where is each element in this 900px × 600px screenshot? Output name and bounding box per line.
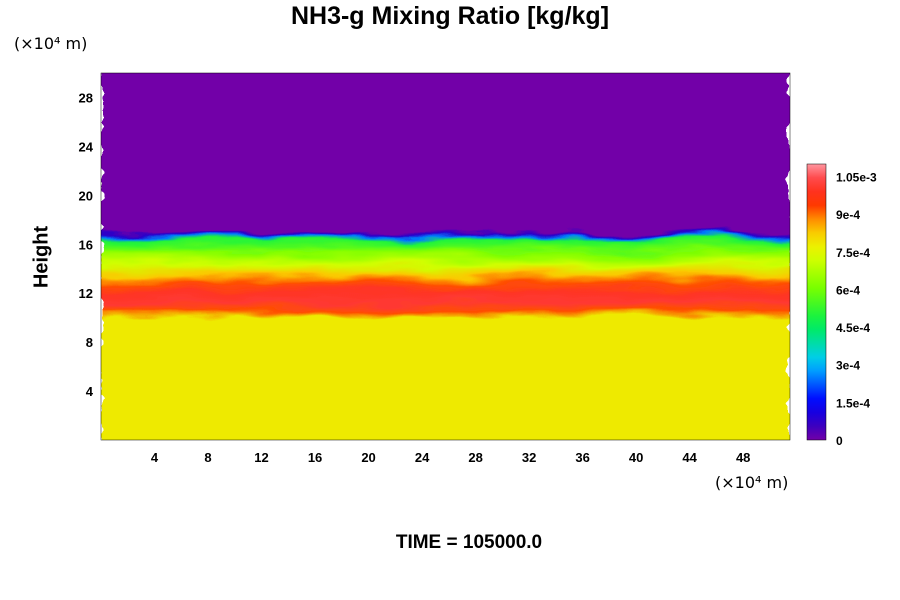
colorbar-strip xyxy=(806,163,827,441)
x-tick-label: 24 xyxy=(415,450,430,465)
y-tick-label: 28 xyxy=(79,90,93,105)
heatmap-field xyxy=(101,73,790,440)
colorbar: 0 1.5e-4 3e-4 4.5e-4 6e-4 7.5e-4 9e-4 1.05e-3 xyxy=(806,163,877,448)
x-tick-label: 12 xyxy=(254,450,268,465)
y-tick-label: 8 xyxy=(86,335,93,350)
x-tick-label: 48 xyxy=(736,450,750,465)
y-axis-unit: (×10⁴ m) xyxy=(14,34,88,53)
colorbar-tick-label: 3e-4 xyxy=(836,359,860,373)
plot-frame xyxy=(100,72,791,441)
x-tick-label: 4 xyxy=(151,450,159,465)
x-tick-label: 28 xyxy=(468,450,482,465)
y-tick-label: 20 xyxy=(79,188,93,203)
y-axis-ticks: 4 8 12 16 20 24 28 xyxy=(79,90,94,399)
x-tick-label: 32 xyxy=(522,450,536,465)
x-tick-label: 40 xyxy=(629,450,643,465)
y-axis-label: Height xyxy=(30,225,53,289)
colorbar-tick-label: 1.5e-4 xyxy=(836,396,870,410)
y-tick-label: 24 xyxy=(79,139,94,154)
colorbar-tick-label: 7.5e-4 xyxy=(836,246,870,260)
x-tick-label: 36 xyxy=(575,450,589,465)
colorbar-tick-label: 1.05e-3 xyxy=(836,171,877,185)
chart-title: NH3-g Mixing Ratio [kg/kg] xyxy=(290,2,610,30)
y-tick-label: 4 xyxy=(86,384,94,399)
colorbar-tick-label: 4.5e-4 xyxy=(836,321,870,335)
x-tick-label: 44 xyxy=(682,450,697,465)
colorbar-tick-label: 6e-4 xyxy=(836,283,860,297)
x-tick-label: 20 xyxy=(361,450,375,465)
colorbar-tick-label: 9e-4 xyxy=(836,208,860,222)
time-label: TIME = 105000.0 xyxy=(395,532,543,553)
x-tick-label: 16 xyxy=(308,450,322,465)
y-tick-label: 12 xyxy=(79,286,93,301)
x-tick-label: 8 xyxy=(204,450,211,465)
y-tick-label: 16 xyxy=(79,237,93,252)
x-axis-unit: (×10⁴ m) xyxy=(715,473,789,492)
colorbar-tick-label: 0 xyxy=(836,434,843,448)
x-axis-ticks: 4 8 12 16 20 24 28 32 36 40 44 48 xyxy=(151,450,751,465)
